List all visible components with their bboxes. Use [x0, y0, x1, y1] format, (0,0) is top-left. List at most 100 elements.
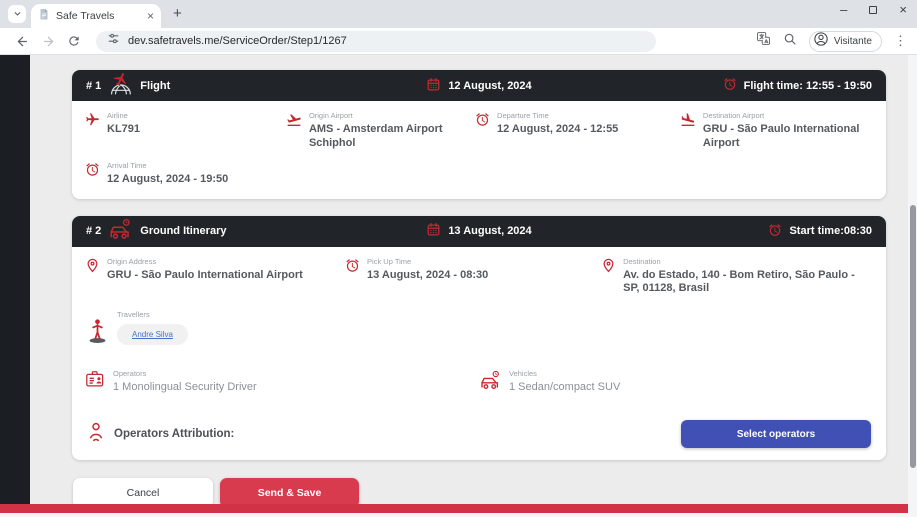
field-label: Operators: [113, 368, 147, 378]
back-arrow-icon: [17, 36, 27, 46]
cancel-button[interactable]: Cancel: [73, 478, 213, 504]
alarm-clock-icon: [345, 258, 360, 273]
scrollbar-thumb[interactable]: [909, 205, 916, 468]
alarm-clock-icon: [85, 162, 100, 177]
field-label: Airline: [107, 111, 128, 120]
ground-itinerary-card: # 2 Ground Itinerary 13 August, 2024: [72, 215, 886, 460]
field-operators: Operators 1 Monolingual Security Driver: [85, 367, 479, 395]
field-value: KL791: [107, 123, 141, 135]
forward-arrow-icon: [43, 36, 53, 46]
translate-icon[interactable]: [756, 31, 771, 51]
car-clock-icon: [108, 218, 133, 244]
card-time: Start time:08:30: [789, 225, 872, 237]
attribution-label: Operators Attribution:: [114, 428, 235, 440]
card-time: Flight time: 12:55 - 19:50: [743, 79, 872, 92]
send-save-button[interactable]: Send & Save: [220, 478, 359, 504]
flight-card-body: Airline KL791 Origin Airport AMS - Amsterd…: [72, 101, 886, 199]
back-button[interactable]: [10, 34, 34, 49]
car-clock-icon: [479, 370, 502, 391]
card-number: # 1: [86, 79, 102, 92]
id-card-icon: [85, 370, 106, 389]
field-value: 12 August, 2024 - 19:50: [107, 173, 229, 185]
profile-name: Visitante: [833, 35, 872, 47]
toolbar-actions: Visitante ⋮: [756, 30, 907, 52]
forward-button[interactable]: [36, 34, 60, 49]
field-label: Origin Airport: [308, 111, 353, 120]
plane-takeoff-icon: [286, 112, 302, 128]
airplane-icon: [85, 112, 100, 127]
calendar-icon: [426, 222, 441, 240]
field-value: GRU - São Paulo International Airport: [702, 123, 860, 149]
field-label: Origin Address: [107, 256, 157, 266]
browser-toolbar: dev.safetravels.me/ServiceOrder/Step1/12…: [0, 28, 917, 55]
page-scrollbar[interactable]: [908, 55, 917, 517]
restore-button[interactable]: [869, 5, 878, 14]
url-text[interactable]: dev.safetravels.me/ServiceOrder/Step1/12…: [128, 35, 347, 47]
plane-landing-icon: [680, 112, 696, 128]
calendar-icon: [426, 77, 441, 95]
field-pickup-time: Pick Up Time 13 August, 2024 - 08:30: [345, 255, 601, 296]
field-value: Av. do Estado, 140 - Bom Retiro, São Pau…: [623, 268, 855, 295]
tab-search-button[interactable]: [8, 5, 26, 23]
site-settings-icon[interactable]: [107, 32, 120, 50]
card-number: # 2: [86, 225, 102, 237]
person-signal-icon: [87, 421, 105, 447]
tab-close-icon[interactable]: ×: [146, 9, 154, 23]
profile-chip[interactable]: Visitante: [808, 30, 882, 52]
card-title: Flight: [140, 79, 171, 92]
field-label: Pick Up Time: [367, 256, 412, 266]
select-operators-button[interactable]: Select operators: [681, 420, 871, 448]
field-value: AMS - Amsterdam Airport Schiphol: [308, 123, 443, 149]
field-label: Destination: [623, 256, 661, 266]
collapsed-sidebar: [0, 55, 30, 504]
flight-card: # 1 Flight 12 August, 2024 Fl: [72, 70, 886, 199]
minimize-button[interactable]: –: [840, 2, 848, 17]
ground-card-body: Origin Address GRU - São Paulo Internatio…: [72, 246, 886, 460]
close-button[interactable]: ×: [899, 2, 907, 17]
browser-tab-strip: Safe Travels × + – ×: [0, 0, 917, 28]
field-label: Departure Time: [497, 111, 549, 120]
traveller-chip[interactable]: Andre Silva: [117, 323, 188, 345]
page-viewport: # 1 Flight 12 August, 2024 Fl: [0, 55, 917, 517]
bottom-red-bar: [0, 504, 908, 513]
field-value: 12 August, 2024 - 12:55: [497, 123, 619, 135]
restore-icon: [869, 5, 878, 14]
field-departure-time: Departure Time 12 August, 2024 - 12:55: [475, 109, 680, 150]
tab-title: Safe Travels: [56, 10, 115, 22]
flight-globe-icon: [108, 72, 133, 100]
alarm-clock-icon: [475, 112, 490, 127]
field-vehicles: Vehicles 1 Sedan/compact SUV: [479, 367, 873, 395]
window-controls: – ×: [840, 3, 907, 16]
zoom-icon[interactable]: [783, 32, 797, 51]
browser-tab[interactable]: Safe Travels ×: [31, 4, 161, 28]
address-bar[interactable]: dev.safetravels.me/ServiceOrder/Step1/12…: [96, 30, 656, 52]
alarm-clock-icon: [723, 77, 737, 94]
location-pin-icon: [85, 258, 100, 273]
field-value: GRU - São Paulo International Airport: [107, 268, 303, 281]
traveller-person-icon: [87, 317, 108, 349]
card-date: 12 August, 2024: [448, 79, 532, 92]
card-date: 13 August, 2024: [448, 225, 532, 237]
flight-card-header: # 1 Flight 12 August, 2024 Fl: [72, 70, 886, 101]
operators-attribution-row: Operators Attribution: Select operators: [85, 420, 873, 448]
service-order-content: # 1 Flight 12 August, 2024 Fl: [30, 55, 908, 504]
field-destination-airport: Destination Airport GRU - São Paulo Inter…: [680, 109, 873, 150]
browser-menu-icon[interactable]: ⋮: [894, 33, 907, 48]
field-value: 1 Monolingual Security Driver: [113, 380, 257, 393]
profile-avatar-icon: [813, 31, 829, 52]
field-label: Destination Airport: [702, 111, 765, 120]
card-title: Ground Itinerary: [140, 225, 227, 237]
field-arrival-time: Arrival Time 12 August, 2024 - 19:50: [85, 159, 286, 187]
alarm-clock-icon: [768, 223, 782, 240]
field-label: Arrival Time: [107, 161, 147, 170]
location-pin-icon: [601, 258, 616, 273]
ground-card-header: # 2 Ground Itinerary 13 August, 2024: [72, 215, 886, 247]
reload-button[interactable]: [62, 34, 86, 48]
field-origin-airport: Origin Airport AMS - Amsterdam Airport Sc…: [286, 109, 475, 150]
favicon-icon: [38, 7, 50, 25]
new-tab-button[interactable]: +: [173, 5, 182, 22]
field-label: Vehicles: [509, 368, 537, 378]
field-value: 13 August, 2024 - 08:30: [367, 268, 489, 281]
field-origin-address: Origin Address GRU - São Paulo Internatio…: [85, 255, 345, 296]
field-value: 1 Sedan/compact SUV: [509, 380, 621, 393]
